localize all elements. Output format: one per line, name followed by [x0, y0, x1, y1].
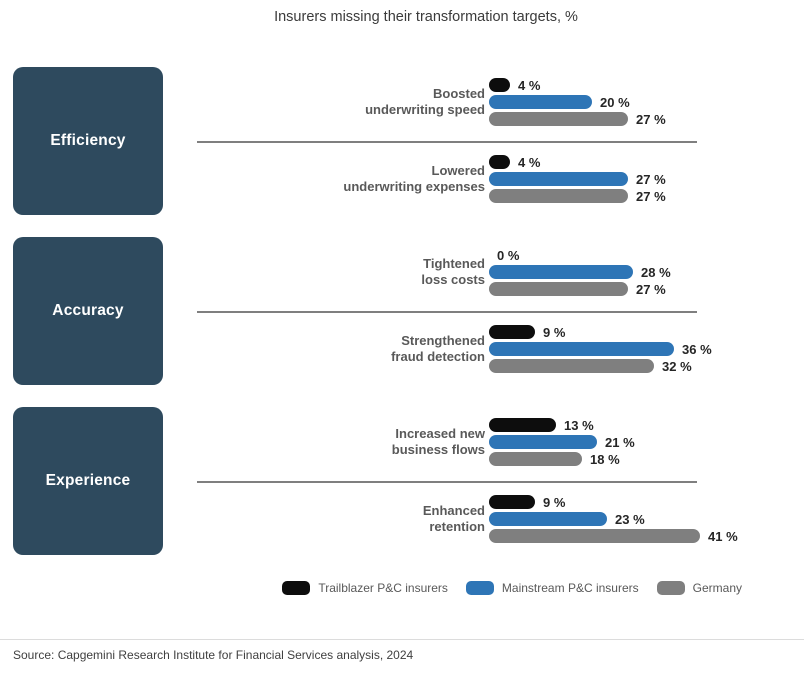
legend-label: Germany — [692, 581, 742, 595]
group-label: Enhanced retention — [200, 503, 485, 535]
group-label-line: Increased new — [395, 426, 485, 441]
bar-germany — [489, 282, 628, 296]
legend: Trailblazer P&C insurers Mainstream P&C i… — [282, 581, 742, 595]
legend-item: Germany — [656, 581, 742, 595]
bar-value-label: 20 % — [600, 95, 630, 110]
category-label: Accuracy — [52, 302, 124, 319]
bar-trailblazer-p-c-insurers — [489, 418, 556, 432]
bar-value-label: 27 % — [636, 112, 666, 127]
bar-germany — [489, 452, 582, 466]
group-label-line: retention — [429, 519, 485, 534]
legend-label: Mainstream P&C insurers — [501, 581, 639, 595]
bar-germany — [489, 529, 700, 543]
group-divider — [197, 481, 697, 483]
group-label-line: fraud detection — [391, 349, 485, 364]
bar-value-label: 9 % — [543, 325, 566, 340]
group-label: Strengthened fraud detection — [200, 333, 485, 365]
bar-trailblazer-p-c-insurers — [489, 78, 510, 92]
bar-value-label: 23 % — [615, 512, 645, 527]
bar-value-label: 27 % — [636, 172, 666, 187]
bar-trailblazer-p-c-insurers — [489, 495, 535, 509]
bar-mainstream-p-c-insurers — [489, 172, 628, 186]
category-box-experience: Experience — [13, 407, 163, 555]
group-label-line: Enhanced — [422, 503, 485, 518]
group-label: Increased new business flows — [200, 426, 485, 458]
bar-value-label: 27 % — [636, 282, 666, 297]
group-label: Lowered underwriting expenses — [200, 163, 485, 195]
bar-mainstream-p-c-insurers — [489, 342, 674, 356]
bar-trailblazer-p-c-insurers — [489, 155, 510, 169]
bar-germany — [489, 359, 654, 373]
group-label-line: Strengthened — [401, 333, 485, 348]
group-label-line: underwriting expenses — [343, 179, 485, 194]
bar-mainstream-p-c-insurers — [489, 265, 633, 279]
group-label: Boosted underwriting speed — [200, 86, 485, 118]
group-divider — [197, 311, 697, 313]
bar-value-label: 4 % — [518, 78, 541, 93]
bar-value-label: 27 % — [636, 189, 666, 204]
group-label-line: Lowered — [431, 163, 485, 178]
bar-value-label: 41 % — [708, 529, 738, 544]
bar-value-label: 28 % — [641, 265, 671, 280]
bar-value-label: 4 % — [518, 155, 541, 170]
legend-swatch-icon — [656, 581, 685, 595]
legend-label: Trailblazer P&C insurers — [318, 581, 448, 595]
group-divider — [197, 141, 697, 143]
bar-value-label: 18 % — [590, 452, 620, 467]
legend-item: Mainstream P&C insurers — [465, 581, 639, 595]
legend-swatch-icon — [465, 581, 494, 595]
chart-title: Insurers missing their transformation ta… — [274, 9, 578, 25]
group-label-line: loss costs — [421, 272, 485, 287]
bar-mainstream-p-c-insurers — [489, 435, 597, 449]
bar-value-label: 32 % — [662, 359, 692, 374]
category-label: Experience — [45, 472, 131, 489]
legend-item: Trailblazer P&C insurers — [282, 581, 448, 595]
category-label: Efficiency — [50, 132, 126, 149]
bar-value-label: 36 % — [682, 342, 712, 357]
bar-mainstream-p-c-insurers — [489, 95, 592, 109]
group-label-line: Tightened — [423, 256, 485, 271]
bar-germany — [489, 189, 628, 203]
category-box-accuracy: Accuracy — [13, 237, 163, 385]
bar-value-label: 13 % — [564, 418, 594, 433]
bar-value-label: 9 % — [543, 495, 566, 510]
bar-value-label: 21 % — [605, 435, 635, 450]
source-attribution: Source: Capgemini Research Institute for… — [13, 648, 414, 662]
legend-swatch-icon — [282, 581, 311, 595]
bar-value-label: 0 % — [497, 248, 520, 263]
bar-germany — [489, 112, 628, 126]
source-divider — [0, 639, 804, 640]
group-label-line: underwriting speed — [365, 102, 485, 117]
group-label-line: business flows — [391, 442, 485, 457]
group-label: Tightened loss costs — [200, 256, 485, 288]
group-label-line: Boosted — [433, 86, 485, 101]
category-box-efficiency: Efficiency — [13, 67, 163, 215]
bar-trailblazer-p-c-insurers — [489, 325, 535, 339]
bar-mainstream-p-c-insurers — [489, 512, 607, 526]
